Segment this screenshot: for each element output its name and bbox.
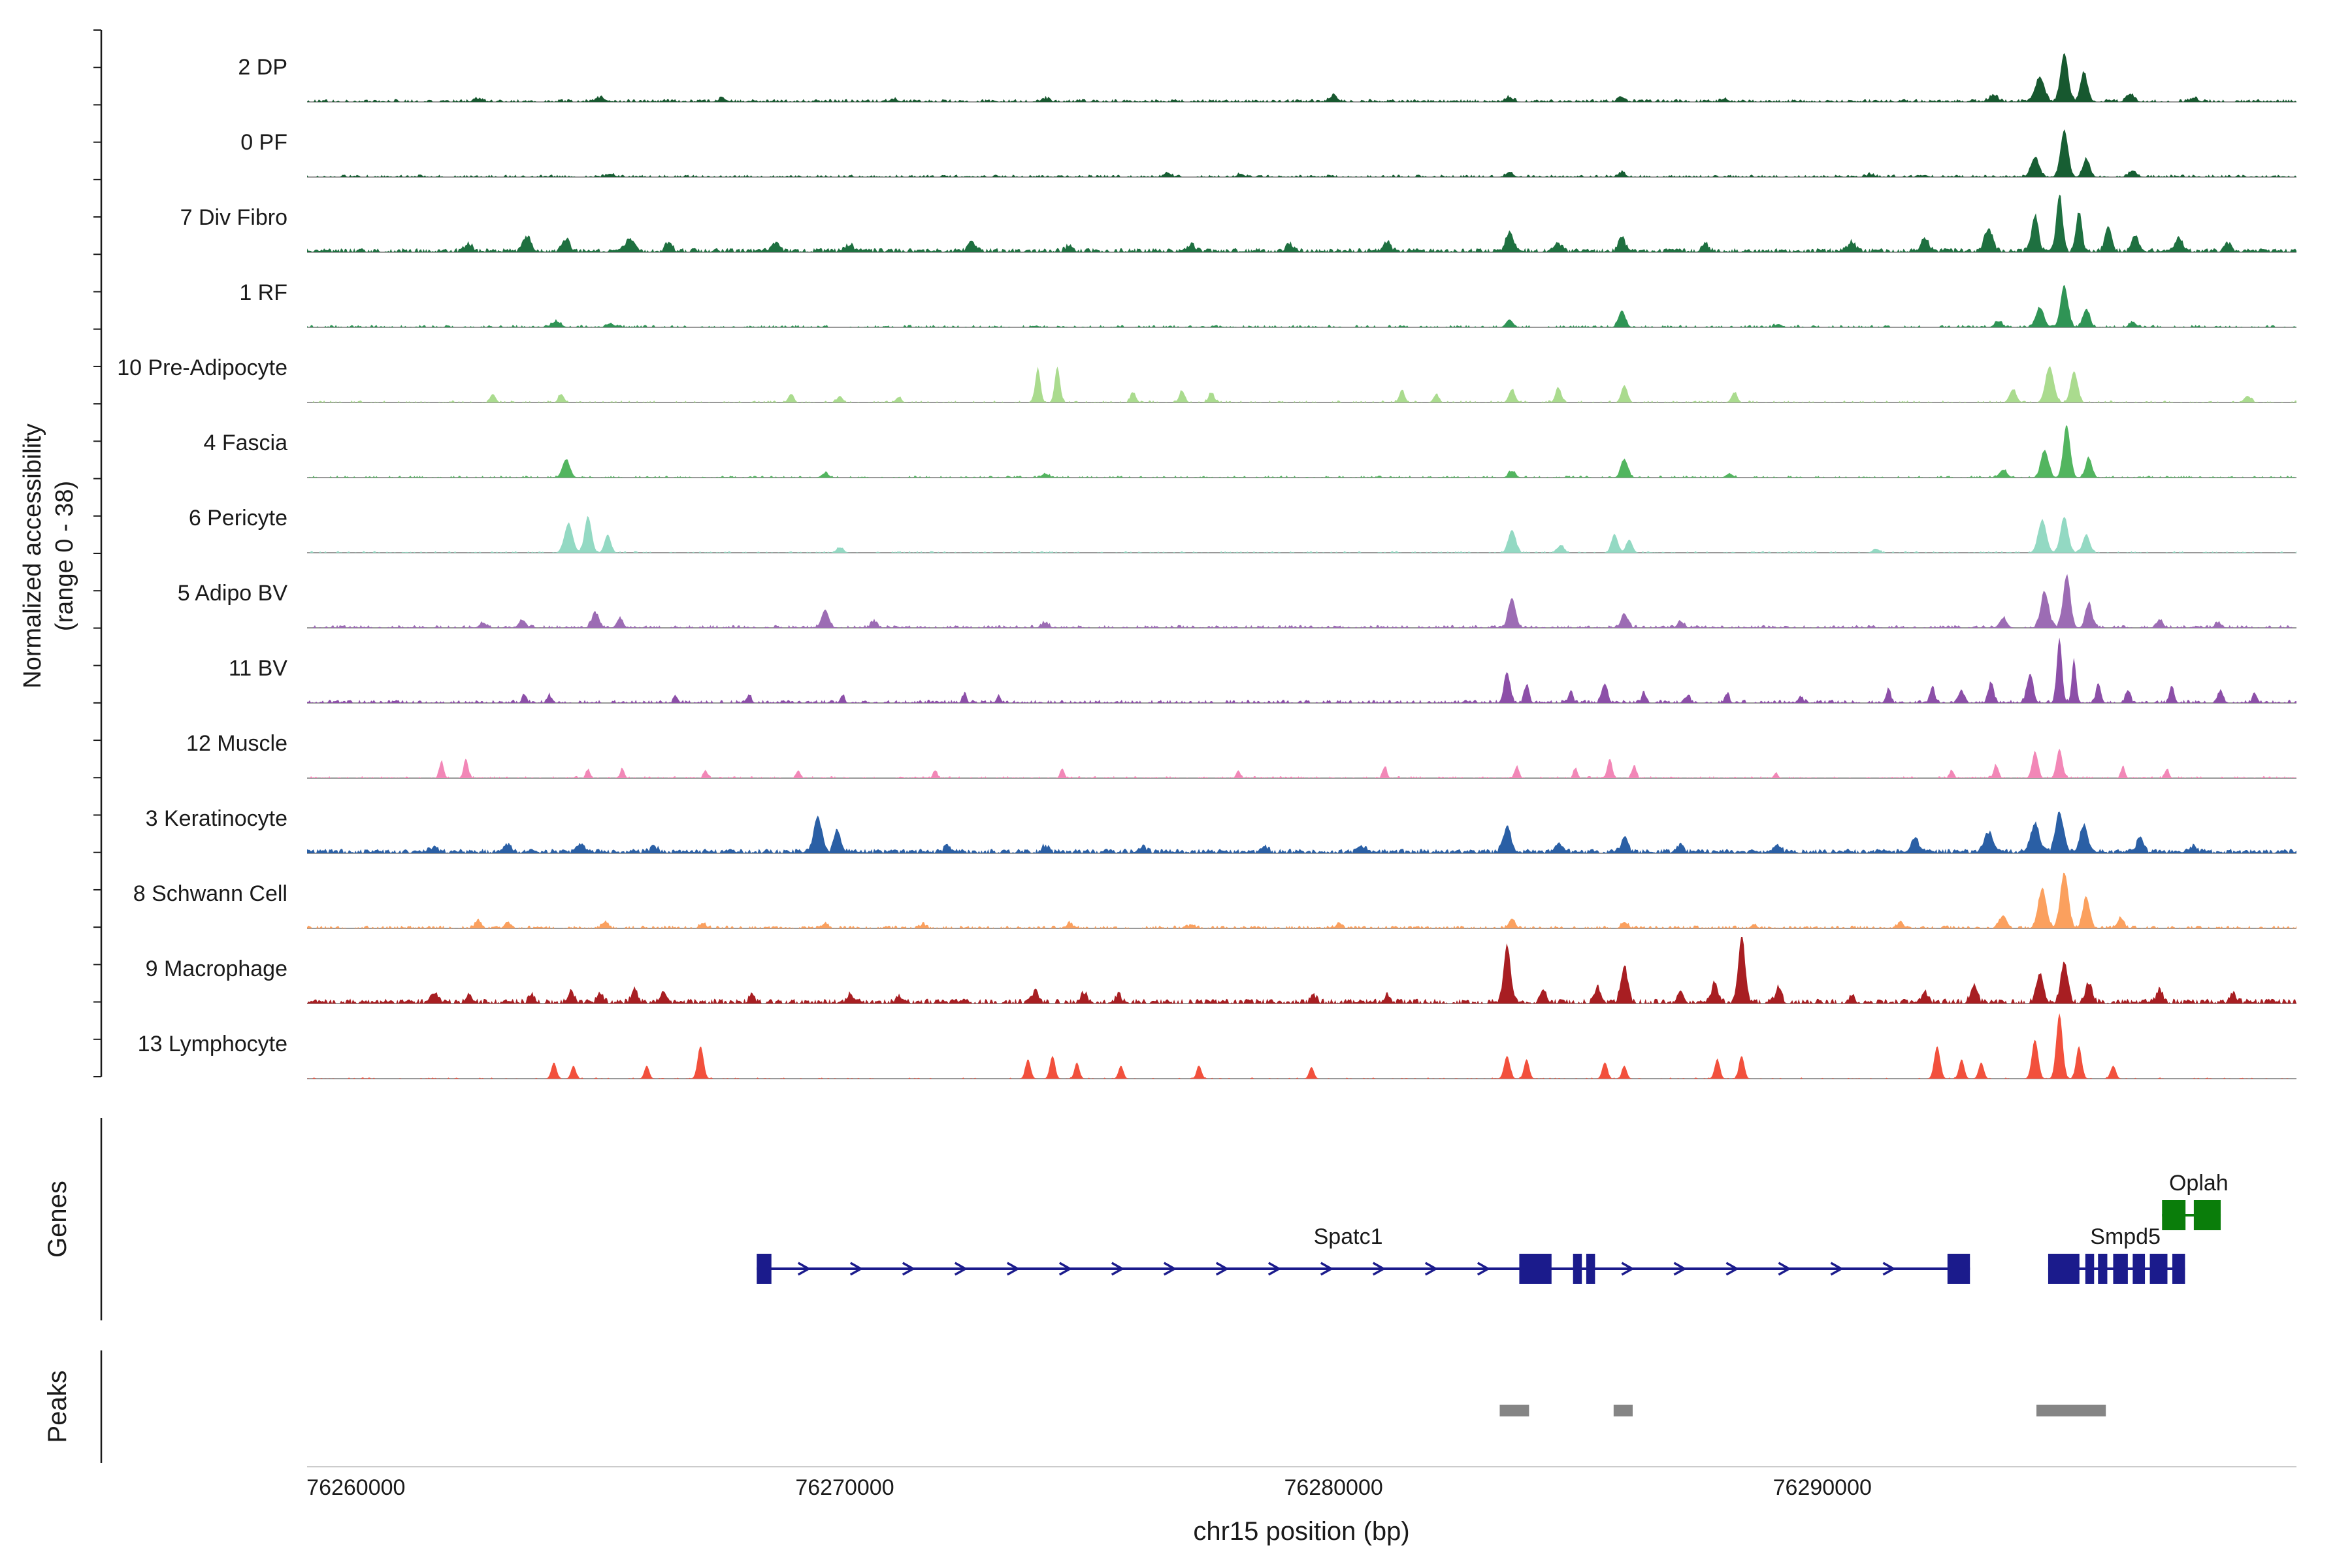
coverage-signal [307, 811, 2296, 853]
gene-exon [757, 1254, 772, 1284]
coverage-signal [307, 515, 2296, 553]
gene-exon [2048, 1254, 2080, 1284]
coverage-signal [307, 129, 2296, 177]
strand-arrow-icon [954, 1262, 968, 1276]
track-label: 8 Schwann Cell [133, 881, 287, 906]
y-axis-label: Normalized accessibility (range 0 - 38) [18, 347, 80, 765]
strand-arrow-icon [1424, 1262, 1439, 1276]
strand-arrow-icon [1778, 1262, 1791, 1276]
strand-arrow-icon [1830, 1262, 1844, 1276]
track-label: 0 PF [240, 130, 287, 155]
track-label: 3 Keratinocyte [145, 806, 287, 831]
track-label: 7 Div Fibro [180, 205, 287, 230]
strand-arrow-icon [902, 1262, 916, 1276]
genes-section-label: Genes [42, 1181, 72, 1258]
strand-arrow-icon [1882, 1262, 1896, 1276]
gene-exon [1573, 1254, 1582, 1284]
track-label: 9 Macrophage [145, 956, 287, 981]
strand-arrow-icon [1111, 1262, 1125, 1276]
coverage-signal [307, 1013, 2296, 1079]
gene-exon [2162, 1200, 2186, 1230]
strand-arrow-icon [1372, 1262, 1386, 1276]
strand-arrow-icon [1673, 1262, 1687, 1276]
gene-exon [2132, 1254, 2146, 1284]
gene-exon [2098, 1254, 2108, 1284]
x-tick-label: 76260000 [306, 1475, 406, 1500]
gene-exon [2113, 1254, 2128, 1284]
strand-arrow-icon [1058, 1262, 1073, 1276]
gene-exon [2149, 1254, 2168, 1284]
coverage-signal [307, 937, 2296, 1004]
gene-exon [1586, 1254, 1595, 1284]
peak-region-box [1613, 1405, 1633, 1416]
gene-exon [1519, 1254, 1552, 1284]
x-tick-label: 76270000 [795, 1475, 894, 1500]
peak-region-box [2036, 1405, 2106, 1416]
track-label: 5 Adipo BV [177, 581, 287, 606]
x-tick-label: 76280000 [1284, 1475, 1383, 1500]
x-axis-title: chr15 position (bp) [1193, 1517, 1410, 1546]
strand-arrow-icon [1477, 1262, 1491, 1276]
strand-arrow-icon [1725, 1262, 1739, 1276]
strand-arrow-icon [797, 1262, 811, 1276]
coverage-signal [307, 574, 2296, 628]
track-label: 2 DP [238, 55, 287, 80]
y-axis-label-line2: (range 0 - 38) [51, 480, 78, 632]
track-label: 10 Pre-Adipocyte [117, 355, 287, 380]
gene-label-oplah: Oplah [2168, 1171, 2229, 1196]
track-label: 6 Pericyte [188, 506, 287, 531]
track-label: 11 BV [228, 656, 287, 681]
track-label: 1 RF [239, 280, 287, 305]
y-axis-label-line1: Normalized accessibility [18, 423, 46, 689]
coverage-signal [307, 53, 2296, 102]
gene-label-smpd5: Smpd5 [2090, 1224, 2161, 1249]
strand-arrow-icon [1163, 1262, 1177, 1276]
track-label: 13 Lymphocyte [137, 1032, 287, 1056]
coverage-signal [307, 285, 2296, 327]
strand-arrow-icon [1215, 1262, 1230, 1276]
gene-exon [2172, 1254, 2185, 1284]
track-label: 4 Fascia [203, 431, 288, 455]
coverage-signal [307, 638, 2296, 703]
coverage-signal [307, 366, 2296, 402]
track-label: 12 Muscle [186, 731, 287, 756]
y-axis-label-text: Normalized accessibility (range 0 - 38) [17, 423, 82, 688]
strand-arrow-icon [1267, 1262, 1282, 1276]
strand-arrow-icon [1320, 1262, 1334, 1276]
coverage-signal [307, 425, 2296, 478]
x-tick-label: 76290000 [1772, 1475, 1872, 1500]
gene-exon [1947, 1254, 1970, 1284]
peak-region-box [1499, 1405, 1529, 1416]
strand-arrow-icon [849, 1262, 864, 1276]
gene-exon [2085, 1254, 2095, 1284]
coverage-signal [307, 749, 2296, 778]
strand-arrow-icon [1621, 1262, 1635, 1276]
coverage-signal [307, 195, 2296, 252]
gene-label-spatc1: Spatc1 [1313, 1224, 1383, 1249]
strand-arrow-icon [1006, 1262, 1021, 1276]
peaks-section-label: Peaks [42, 1370, 72, 1443]
gene-exon [2193, 1200, 2221, 1230]
coverage-signal [307, 872, 2296, 928]
